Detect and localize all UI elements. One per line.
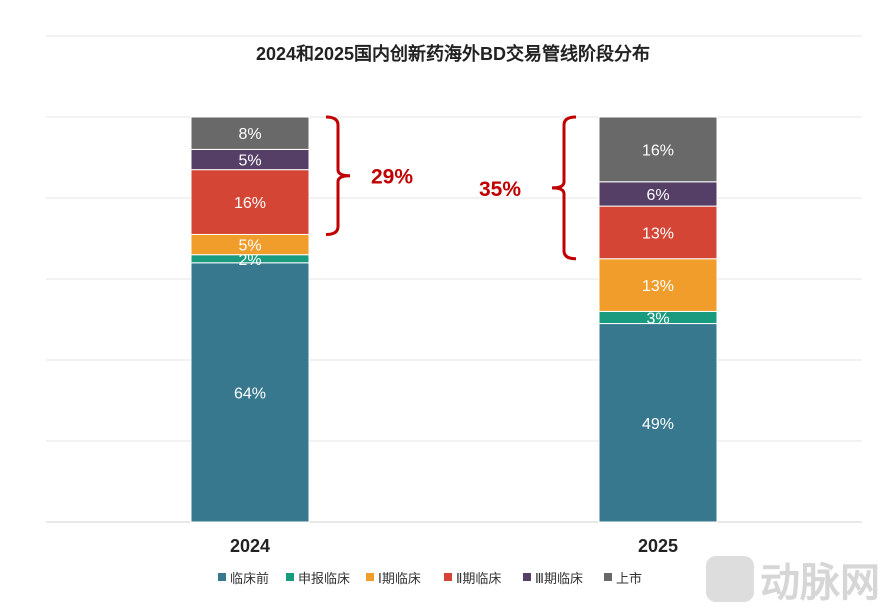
watermark-text: 动脉网 [760,561,880,605]
chart-title: 2024和2025国内创新药海外BD交易管线阶段分布 [256,43,650,64]
bar-segment [598,258,718,312]
bracket-annotation [325,115,351,236]
bar-segment [598,181,718,207]
bar-segment [190,262,310,523]
legend-item: Ⅰ期临床 [366,571,421,586]
legend-item: 上市 [604,571,642,586]
annotation-label: 29% [371,166,413,189]
legend-swatch [286,573,294,581]
data-label: 16% [642,142,674,159]
data-label: 5% [238,238,261,255]
watermark: 动脉网 [706,556,880,605]
bar-segment [598,323,718,523]
data-label: 64% [234,385,266,402]
x-tick-label: 2024 [230,536,270,556]
legend-swatch [444,573,452,581]
legend-label: Ⅰ期临床 [378,571,421,586]
legend-swatch [366,573,374,581]
data-label: 16% [234,195,266,212]
legend-item: Ⅱ期临床 [444,571,501,586]
legend-item: Ⅲ期临床 [523,571,583,586]
bracket-annotation [551,115,577,261]
data-label: 5% [238,153,261,170]
legend-item: 临床前 [218,571,269,586]
data-label: 49% [642,416,674,433]
legend-swatch [523,573,531,581]
data-label: 3% [646,310,669,327]
legend-label: Ⅲ期临床 [535,571,583,586]
data-label: 13% [642,278,674,295]
bar-segment [190,116,310,150]
legend-label: 上市 [616,571,642,586]
data-label: 2% [238,252,261,269]
legend-swatch [218,573,226,581]
data-label: 13% [642,225,674,242]
legend-label: 临床前 [230,571,269,586]
annotation-label: 35% [479,178,521,201]
bar-segment [190,169,310,235]
data-label: 6% [646,187,669,204]
data-label: 8% [238,126,261,143]
legend-swatch [604,573,612,581]
legend-label: 申报临床 [298,571,350,586]
watermark-logo-icon [706,556,754,602]
legend-label: Ⅱ期临床 [456,571,501,586]
legend-item: 申报临床 [286,571,350,586]
x-tick-label: 2025 [638,536,678,556]
bar-segment [598,116,718,183]
